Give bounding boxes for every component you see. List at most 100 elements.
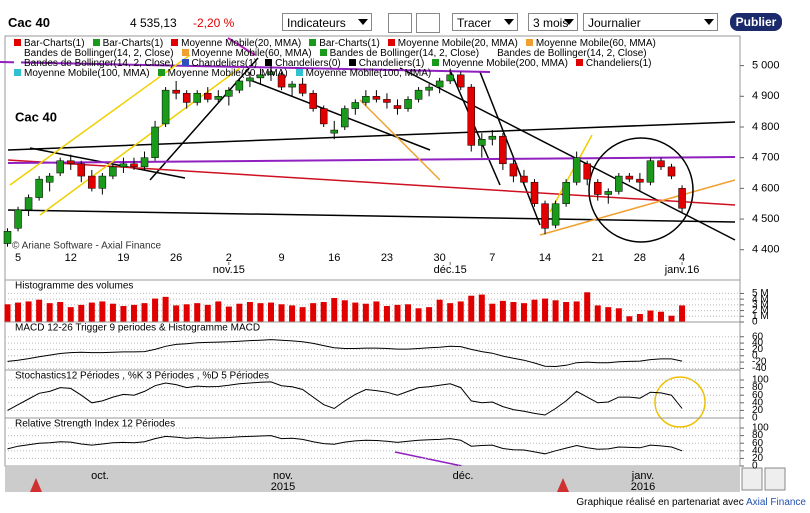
volume-bar [636,314,643,322]
indicators-select[interactable]: Indicateurs [282,13,372,31]
candle-body [404,99,412,109]
y-tick-label: 4 M [752,294,769,305]
legend-label: Bandes de Bollinger(14, 2, Close) [24,58,174,69]
volume-bar [299,307,306,322]
legend-entry: Moyenne Mobile(100, MMA) [14,69,150,79]
legend-swatch [265,59,273,66]
legend-entry: Chandeliers(1) [348,59,424,69]
period-select[interactable]: 3 mois [528,13,578,31]
y-tick-label: 40 [752,445,764,456]
nav-label: oct. [91,470,109,482]
legend-entry: Moyenne Mobile(200, MMA) [432,59,568,69]
y-tick-label: 80 [752,382,764,393]
y-tick-label: 0 [752,461,758,472]
x-month-label: janv.16 [664,264,700,276]
nav-label: déc. [453,470,474,482]
y-tick-label: 0 [752,317,758,328]
volume-bar [478,294,485,322]
legend-entry: Chandeliers(1) [181,59,257,69]
x-month-label: déc.15 [434,264,467,276]
zoom-button[interactable] [741,467,763,491]
candle-body [383,99,391,103]
draw-select[interactable]: Tracer [452,13,518,31]
pan-button[interactable] [764,467,786,491]
legend-entry: Bar-Charts(1) [92,39,163,49]
volume-bar [457,301,464,322]
panel-title: MACD 12-26 Trigger 9 periodes & Histogra… [15,323,260,334]
navigator[interactable] [5,466,740,492]
candle-body [488,135,497,140]
candle-body [24,197,33,211]
legend-entry: Moyenne Mobile(60, MMA) [525,38,656,49]
interval-select[interactable]: Journalier [583,13,718,31]
candle-body [414,89,423,100]
legend-entry: Chandeliers(0) [265,59,341,69]
volume-bar [436,299,443,322]
candle-body [151,126,159,158]
candle-body [277,74,286,88]
volume-bar [310,303,317,322]
legend-swatch [575,59,583,66]
volume-bar [615,308,622,322]
candle-body [667,166,676,177]
legend-entry: Bandes de Bollinger(14, 2, Close) [14,49,174,59]
volume-bar [194,303,201,322]
volume-bar [36,299,43,322]
volume-bar [268,302,274,322]
volume-bar [204,304,211,322]
x-tick-label: 5 [15,252,21,264]
volume-bar [4,304,11,322]
candle-body [446,74,454,82]
line-tool[interactable] [388,13,412,33]
legend-label: Bandes de Bollinger(14, 2, Close) [497,48,647,59]
y-tick-label: 4 700 [752,152,780,164]
legend-swatch [181,49,189,56]
nav-label: 2016 [631,481,655,493]
volume-bar [584,292,591,322]
volume-bar [289,305,296,322]
y-tick-label: -40 [752,363,767,374]
volume-bar [25,301,32,322]
y-tick-label: -20 [752,357,767,368]
legend-label: Moyenne Mobile(20, MMA) [181,38,302,49]
volume-bar [67,307,74,322]
volume-bar [563,302,570,322]
legend-label: Moyenne Mobile(60, MMA) [191,48,312,59]
partner-link[interactable]: Axial Finance [745,497,806,508]
legend-swatch [14,59,21,66]
footer: Graphique réalisé en partenariat avec Ax… [576,497,806,508]
candle-body [657,160,665,168]
candle-body [225,89,233,97]
legend-label: Moyenne Mobile(60, MMA) [535,38,656,49]
candle-body [372,96,381,100]
candle-body [351,102,360,109]
candle-body [330,129,338,134]
candle-body [246,77,254,82]
candle-body [309,92,317,109]
candle-body [98,175,107,189]
legend-label: Chandeliers(0) [275,58,341,69]
publish-button[interactable]: Publier [730,13,782,31]
hline-tool[interactable] [416,13,440,33]
x-tick-label: 30 [434,252,446,264]
candle-body [583,163,591,180]
legend-label: Moyenne Mobile(100, MMA) [305,68,432,79]
volume-bar [236,303,243,322]
candle-body [499,135,507,165]
x-tick-label: 19 [117,252,129,264]
y-tick-label: 20 [752,344,764,355]
candle-body [636,178,644,183]
panel-title: Relative Strength Index 12 Périodes [15,419,175,430]
legend-entry: Bandes de Bollinger(14, 2, Close) [487,49,647,59]
candle-body [541,203,549,229]
panel-title: Histogramme des volumes [15,281,133,292]
y-tick-label: 2 M [752,305,769,316]
legend-entry: Moyenne Mobile(20, MMA) [171,39,301,49]
candle-body [615,175,623,192]
volume-bar [510,302,517,322]
volume-bar [657,311,664,322]
y-tick-label: 4 400 [752,244,780,256]
volume-bar [373,301,380,322]
index-name: Cac 40 [8,15,50,30]
legend-label: Bar-Charts(1) [24,38,85,49]
